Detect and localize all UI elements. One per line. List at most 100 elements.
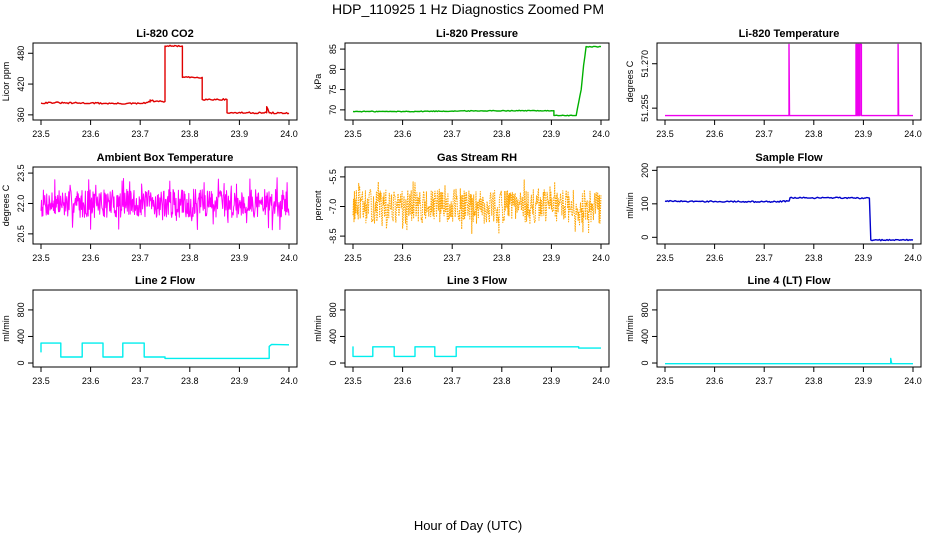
x-tick-label: 23.5 [32, 253, 50, 263]
chart-panel-1: Li-820 CO2 Licor ppm 23.5 23.6 23.7 23.8 23.9 2… [1, 28, 298, 139]
x-tick-label: 23.6 [706, 376, 724, 386]
panel-title: Gas Stream RH [437, 152, 517, 164]
x-tick-label: 23.6 [82, 376, 100, 386]
panel-title: Li-820 Temperature [739, 28, 840, 40]
x-axis-title: Hour of Day (UTC) [413, 518, 523, 533]
y-axis-label: ml/min [313, 315, 323, 342]
x-tick-label: 23.5 [344, 253, 362, 263]
y-tick-label: 400 [640, 329, 650, 344]
x-tick-label: 23.7 [755, 376, 773, 386]
y-tick-label: 400 [328, 329, 338, 344]
x-tick-label: 23.5 [656, 129, 674, 139]
x-tick-label: 23.9 [231, 376, 249, 386]
data-series-line [40, 44, 290, 115]
chart-panel-6: Sample Flow ml/min 23.5 23.6 23.7 23.8 23.9 24.… [625, 152, 922, 263]
panel-title: Line 2 Flow [135, 275, 195, 287]
x-tick-label: 23.7 [131, 129, 149, 139]
x-tick-label: 23.9 [855, 253, 873, 263]
y-tick-label: 80 [328, 64, 338, 74]
y-tick-label: 420 [16, 77, 26, 92]
plot-frame [656, 166, 922, 245]
data-series-line [40, 177, 290, 231]
y-axis-label: ml/min [625, 315, 635, 342]
x-tick-label: 23.6 [394, 376, 412, 386]
panel-title: Li-820 Pressure [436, 28, 518, 40]
x-tick-label: 24.0 [904, 376, 922, 386]
panel-title: Line 3 Flow [447, 275, 507, 287]
y-axis-label: percent [313, 190, 323, 221]
y-tick-label: 75 [328, 85, 338, 95]
x-tick-label: 24.0 [592, 253, 610, 263]
x-tick-label: 23.8 [181, 129, 199, 139]
x-tick-label: 23.5 [344, 376, 362, 386]
chart-panel-7: Line 2 Flow ml/min 23.5 23.6 23.7 23.8 23.9 24.… [1, 275, 298, 386]
y-axis-label: Licor ppm [1, 62, 11, 102]
x-tick-label: 23.9 [231, 129, 249, 139]
x-tick-label: 23.8 [181, 376, 199, 386]
y-axis-label: kPa [313, 74, 323, 90]
x-tick-label: 24.0 [904, 129, 922, 139]
y-tick-label: 0 [328, 361, 338, 366]
chart-panel-9: Line 4 (LT) Flow ml/min 23.5 23.6 23.7 23.8 23… [625, 275, 922, 386]
panel-title: Ambient Box Temperature [97, 152, 234, 164]
y-tick-label: 0 [16, 361, 26, 366]
x-tick-label: 23.9 [543, 376, 561, 386]
y-tick-label: 800 [328, 302, 338, 317]
y-axis-label: degrees C [1, 184, 11, 226]
data-series-line [665, 357, 913, 365]
chart-panel-5: Gas Stream RH percent 23.5 23.6 23.7 23.8 23.9… [313, 152, 610, 263]
chart-panel-8: Line 3 Flow ml/min 23.5 23.6 23.7 23.8 23.9 24.… [313, 275, 610, 386]
y-tick-label: 20.5 [16, 225, 26, 243]
y-tick-label: -5.5 [328, 169, 338, 185]
y-tick-label: 800 [640, 302, 650, 317]
y-tick-label: 400 [16, 329, 26, 344]
plot-frame [656, 289, 922, 368]
data-series-line [352, 179, 602, 235]
y-tick-label: 200 [640, 163, 650, 178]
plot-frame [344, 166, 610, 245]
data-series-line [40, 342, 290, 360]
y-tick-label: -7.0 [328, 199, 338, 215]
x-tick-label: 23.5 [656, 376, 674, 386]
y-tick-label: 0 [640, 235, 650, 240]
plot-frame [32, 289, 298, 368]
y-axis-label: ml/min [1, 315, 11, 342]
panel-title: Line 4 (LT) Flow [748, 275, 831, 287]
x-tick-label: 23.6 [706, 253, 724, 263]
x-tick-label: 24.0 [280, 253, 298, 263]
x-tick-label: 23.9 [231, 253, 249, 263]
x-tick-label: 23.9 [543, 253, 561, 263]
x-tick-label: 23.9 [855, 129, 873, 139]
y-axis-label: ml/min [625, 192, 635, 219]
y-tick-label: 480 [16, 46, 26, 61]
x-tick-label: 23.7 [443, 129, 461, 139]
y-tick-label: 100 [640, 196, 650, 211]
x-tick-label: 23.7 [755, 253, 773, 263]
x-tick-label: 23.8 [805, 129, 823, 139]
y-tick-label: -8.5 [328, 228, 338, 244]
plot-frame [656, 42, 922, 121]
x-tick-label: 23.5 [656, 253, 674, 263]
chart-panel-2: Li-820 Pressure kPa 23.5 23.6 23.7 23.8 23.9 24… [313, 28, 610, 139]
x-tick-label: 23.6 [82, 129, 100, 139]
y-tick-label: 360 [16, 107, 26, 122]
x-tick-label: 24.0 [592, 376, 610, 386]
x-tick-label: 23.6 [706, 129, 724, 139]
x-tick-label: 24.0 [592, 129, 610, 139]
data-series-line [664, 196, 914, 242]
x-tick-label: 23.8 [493, 253, 511, 263]
x-tick-label: 23.5 [32, 376, 50, 386]
y-tick-label: 0 [640, 361, 650, 366]
plot-frame [344, 42, 610, 121]
x-tick-label: 23.6 [82, 253, 100, 263]
x-tick-label: 23.7 [755, 129, 773, 139]
x-tick-label: 23.5 [344, 129, 362, 139]
panel-title: Sample Flow [755, 152, 823, 164]
y-tick-label: 51.270 [640, 50, 650, 78]
y-tick-label: 23.5 [16, 164, 26, 182]
data-series-line [665, 43, 913, 117]
x-tick-label: 23.8 [805, 253, 823, 263]
x-tick-label: 23.8 [805, 376, 823, 386]
y-tick-label: 51.255 [640, 94, 650, 122]
